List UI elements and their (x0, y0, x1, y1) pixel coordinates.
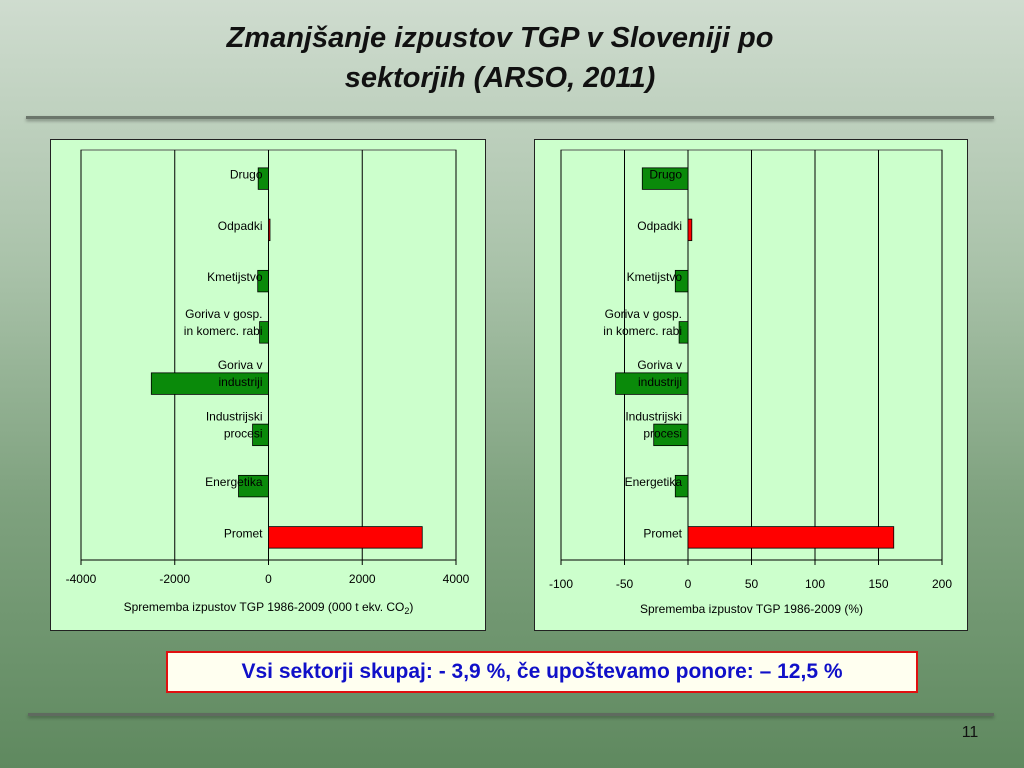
bar (687, 526, 895, 549)
bottom-divider (28, 713, 994, 716)
category-label: Drugo (230, 168, 263, 182)
category-label: Industrijski (625, 409, 682, 423)
title-line-1: Zmanjšanje izpustov TGP v Sloveniji po (226, 22, 774, 54)
bar (268, 218, 271, 242)
x-tick-label: 4000 (443, 572, 470, 586)
bar (674, 269, 689, 293)
bar (615, 372, 689, 395)
category-label: Promet (643, 526, 682, 540)
category-label: Energetika (205, 475, 263, 489)
summary-text: Vsi sektorji skupaj: - 3,9 %, če upoštev… (241, 660, 843, 683)
x-tick-label: -50 (616, 577, 634, 591)
bar (687, 218, 693, 242)
chart-absolute-change: -4000 -2000 0 2000 4000 Drugo Odpadki Kmetijstv… (66, 149, 470, 616)
x-tick-label: 0 (265, 572, 272, 586)
bar (257, 167, 269, 190)
x-tick-label: -100 (549, 577, 573, 591)
x-tick-label: 0 (685, 577, 692, 591)
x-axis-label: Sprememba izpustov TGP 1986-2009 (%) (640, 602, 863, 616)
x-tick-label: 100 (805, 577, 825, 591)
x-tick-label: 150 (868, 577, 888, 591)
chart-panel-percent: -100 -50 0 50 100 150 200 Drugo Odpadki Kmetijstv… (534, 139, 968, 631)
bar (252, 423, 269, 447)
category-label: procesi (643, 426, 682, 440)
title-line-2: sektorjih (ARSO, 2011) (344, 62, 656, 94)
category-label: Goriva v gosp. (185, 307, 262, 321)
x-tick-label: 50 (745, 577, 759, 591)
category-label: Industrijski (206, 409, 263, 423)
top-divider (26, 116, 994, 119)
category-label: in komerc. rabi (184, 324, 263, 338)
x-tick-label: -2000 (159, 572, 190, 586)
bar (678, 321, 689, 344)
category-label: procesi (224, 426, 263, 440)
bar (150, 372, 269, 395)
x-tick-label: 2000 (349, 572, 376, 586)
category-label: Goriva v (637, 358, 682, 372)
page-number: 11 (961, 724, 979, 741)
category-label: Goriva v (218, 358, 263, 372)
bar (268, 526, 423, 549)
x-tick-label: -4000 (66, 572, 97, 586)
bar (257, 269, 269, 293)
category-label: Drugo (649, 168, 682, 182)
bar (641, 167, 689, 190)
category-label: industriji (638, 375, 682, 389)
chart-percent-change: -100 -50 0 50 100 150 200 Drugo Odpadki Kmetijstv… (549, 149, 952, 616)
category-label: Goriva v gosp. (605, 307, 682, 321)
x-tick-label: 200 (932, 577, 952, 591)
category-label: industriji (218, 375, 262, 389)
bar (653, 423, 689, 447)
slide-title: Zmanjšanje izpustov TGP v Sloveniji po s… (150, 18, 850, 98)
bar (674, 474, 689, 498)
bar (259, 321, 269, 344)
category-label: Energetika (625, 475, 683, 489)
bar (238, 474, 269, 498)
summary-box: Vsi sektorji skupaj: - 3,9 %, če upoštev… (166, 651, 918, 693)
category-label: Kmetijstvo (627, 270, 683, 284)
x-axis-label: Sprememba izpustov TGP 1986-2009 (000 t … (124, 600, 414, 616)
chart-panel-absolute: -4000 -2000 0 2000 4000 Drugo Odpadki Kmetijstv… (50, 139, 486, 631)
category-label: Promet (224, 526, 263, 540)
category-label: Odpadki (218, 219, 263, 233)
category-label: in komerc. rabi (603, 324, 682, 338)
category-label: Odpadki (637, 219, 682, 233)
category-label: Kmetijstvo (207, 270, 263, 284)
